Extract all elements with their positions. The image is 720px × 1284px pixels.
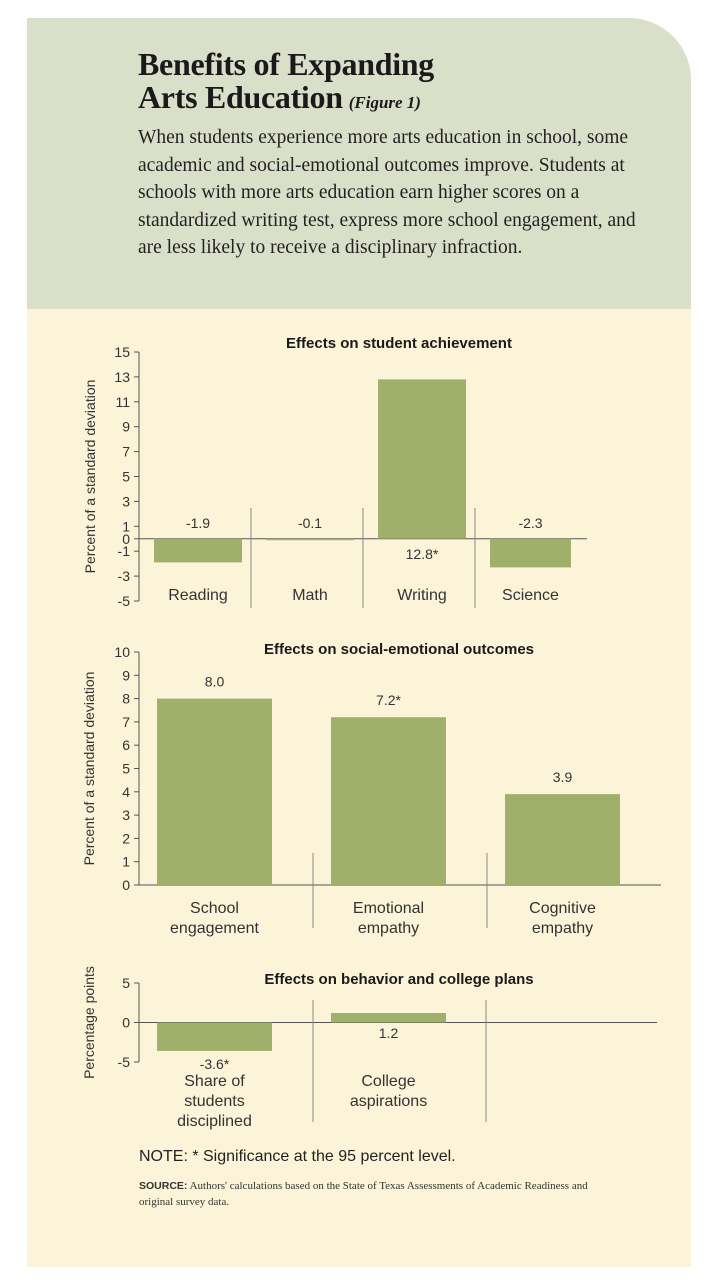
chart-title: Effects on behavior and college plans (264, 971, 533, 988)
category-label: Share of (184, 1073, 245, 1090)
category-label: School (190, 900, 239, 917)
data-label: -0.1 (298, 515, 322, 531)
category-label: Reading (168, 587, 228, 604)
y-tick-label: 1 (122, 518, 130, 534)
figure-intro: When students experience more arts educa… (138, 127, 636, 259)
bar-social-0 (157, 698, 272, 885)
bar-achievement-2 (378, 379, 466, 539)
category-label: disciplined (177, 1113, 252, 1130)
y-tick-label: 7 (122, 444, 130, 460)
bar-achievement-3 (490, 538, 571, 568)
y-tick-label: 5 (122, 761, 130, 777)
y-tick-label: 0 (122, 1015, 130, 1031)
category-label: Emotional (353, 900, 424, 917)
y-tick-label: -1 (118, 543, 131, 559)
y-tick-label: -3 (118, 568, 131, 584)
title-line-2-text: Arts Education (138, 79, 343, 115)
source-note: SOURCE: Authors' calculations based on t… (139, 1178, 619, 1210)
bar-behavior-0 (157, 1022, 272, 1051)
category-label: engagement (170, 920, 260, 937)
data-label: 3.9 (553, 769, 573, 785)
data-label: 7.2* (376, 692, 401, 708)
y-tick-label: 13 (114, 369, 130, 385)
y-tick-label: -5 (118, 593, 131, 609)
category-label: Cognitive (529, 900, 596, 917)
y-tick-label: -5 (118, 1054, 131, 1070)
category-label: students (184, 1093, 244, 1110)
y-tick-label: 4 (122, 784, 130, 800)
y-axis-label: Percent of a standard deviation (81, 672, 97, 866)
category-label: empathy (358, 920, 419, 937)
category-label: Math (292, 587, 328, 604)
figure-header: Benefits of Expanding Arts Education (Fig… (27, 18, 691, 309)
title-line-2: Arts Education (Figure 1) (138, 81, 434, 119)
y-tick-label: 5 (122, 469, 130, 485)
figure-title: Benefits of Expanding Arts Education (Fig… (138, 48, 434, 119)
y-tick-label: 3 (122, 807, 130, 823)
data-label: 1.2 (379, 1025, 399, 1041)
data-label: 8.0 (205, 674, 225, 690)
chart-social: Effects on social-emotional outcomes Perc… (81, 641, 661, 937)
chart-behavior: Effects on behavior and college plans Per… (81, 966, 657, 1130)
y-tick-label: 15 (114, 344, 130, 360)
y-tick-label: 6 (122, 737, 130, 753)
y-tick-label: 1 (122, 854, 130, 870)
bar-achievement-0 (154, 538, 242, 563)
figure-card: Benefits of Expanding Arts Education (Fig… (27, 18, 691, 1267)
data-label: -3.6* (200, 1056, 230, 1072)
y-tick-label: 3 (122, 493, 130, 509)
data-label: 12.8* (406, 546, 439, 562)
y-tick-label: 0 (122, 877, 130, 893)
significance-note: NOTE: * Significance at the 95 percent l… (139, 1148, 456, 1165)
chart-title: Effects on student achievement (286, 335, 512, 352)
y-axis-label: Percentage points (81, 966, 97, 1079)
chart-title: Effects on social-emotional outcomes (264, 641, 534, 658)
category-label: Writing (397, 587, 447, 604)
y-tick-label: 9 (122, 667, 130, 683)
bar-achievement-1 (266, 538, 354, 541)
category-label: aspirations (350, 1093, 427, 1110)
category-label: Science (502, 587, 559, 604)
data-label: -1.9 (186, 515, 210, 531)
y-tick-label: 2 (122, 830, 130, 846)
category-label: College (361, 1073, 415, 1090)
y-tick-label: 0 (122, 531, 130, 547)
bar-social-1 (331, 717, 446, 885)
source-label: SOURCE: (139, 1180, 188, 1192)
data-label: -2.3 (518, 515, 542, 531)
y-tick-label: 11 (115, 394, 130, 410)
y-tick-label: 9 (122, 419, 130, 435)
y-axis-label: Percent of a standard deviation (82, 380, 98, 574)
charts-area: Effects on student achievement Percent of… (81, 335, 661, 1130)
y-tick-label: 5 (122, 975, 130, 991)
y-tick-label: 8 (122, 691, 130, 707)
bar-social-2 (505, 794, 620, 885)
source-text: Authors' calculations based on the State… (139, 1180, 588, 1208)
chart-achievement: Effects on student achievement Percent of… (82, 335, 587, 609)
y-tick-label: 7 (122, 714, 130, 730)
category-label: empathy (532, 920, 593, 937)
title-line-1: Benefits of Expanding (138, 46, 434, 82)
y-tick-label: 10 (114, 644, 130, 660)
bar-behavior-1 (331, 1013, 446, 1023)
figure-label: (Figure 1) (348, 93, 421, 112)
